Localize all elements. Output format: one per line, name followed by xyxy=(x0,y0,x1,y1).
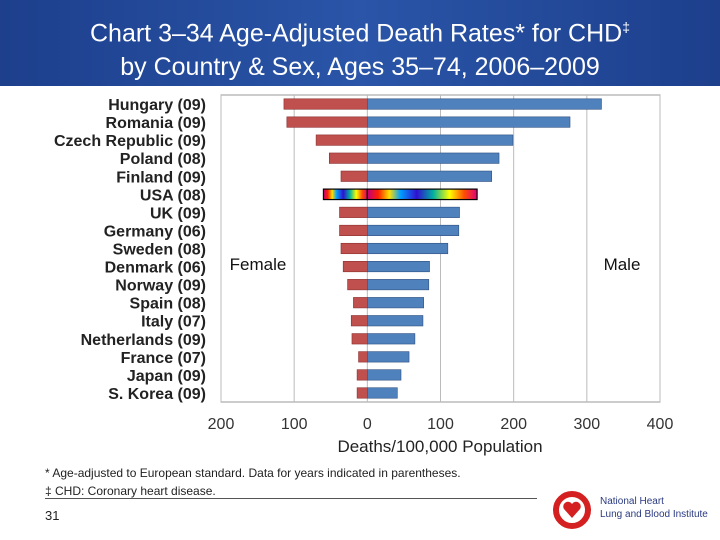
x-axis-label: Deaths/100,000 Population xyxy=(337,437,542,456)
bar-male xyxy=(367,351,410,363)
x-tick-label: 400 xyxy=(647,416,674,433)
title-mark: ‡ xyxy=(622,19,631,35)
x-tick-label: 300 xyxy=(573,416,600,433)
bar-male xyxy=(367,152,500,164)
bar-male xyxy=(367,116,571,128)
bar-female xyxy=(342,261,368,273)
x-tick-label: 200 xyxy=(208,416,235,433)
x-tick-label: 0 xyxy=(363,416,372,433)
title-line-2: by Country & Sex, Ages 35–74, 2006–2009 xyxy=(120,53,600,82)
x-tick-label: 200 xyxy=(500,416,527,433)
chart: Hungary (09)Romania (09)Czech Republic (… xyxy=(54,94,674,456)
bar-female xyxy=(315,134,368,146)
category-label: Italy (07) xyxy=(141,314,206,331)
logo-line-2: Lung and Blood Institute xyxy=(600,509,708,520)
footnote-chd: ‡ CHD: Coronary heart disease. xyxy=(45,484,216,498)
category-label: Finland (09) xyxy=(116,169,206,186)
category-label: UK (09) xyxy=(150,205,206,222)
chart-title: Chart 3–34 Age-Adjusted Death Rates* for… xyxy=(0,10,720,84)
bar-female xyxy=(322,188,368,201)
x-tick-label: 100 xyxy=(281,416,308,433)
category-label: Poland (08) xyxy=(120,151,206,168)
bar-male xyxy=(367,279,430,291)
title-bar xyxy=(0,0,720,86)
bar-female xyxy=(351,333,368,345)
category-label: Germany (06) xyxy=(104,223,206,240)
bar-female xyxy=(350,315,368,327)
bar-male xyxy=(367,242,449,255)
nhlbi-logo: National Heart Lung and Blood Institute xyxy=(552,490,708,530)
category-label: Romania (09) xyxy=(106,115,206,132)
title-line-1: Chart 3–34 Age-Adjusted Death Rates* for… xyxy=(89,19,623,48)
bar-female xyxy=(286,116,368,128)
category-label: Denmark (06) xyxy=(105,260,206,277)
bar-male xyxy=(367,134,514,146)
bar-male xyxy=(367,387,398,399)
category-label: USA (08) xyxy=(140,187,206,204)
category-label: Japan (09) xyxy=(127,368,206,385)
category-label: Sweden (08) xyxy=(113,242,206,259)
bar-female xyxy=(339,224,368,236)
bar-female xyxy=(328,152,368,164)
category-label: Spain (08) xyxy=(130,296,206,313)
bar-male xyxy=(367,333,416,345)
bar-female xyxy=(347,279,368,291)
bar-female xyxy=(356,387,368,399)
bar-male xyxy=(367,297,424,309)
category-label: Netherlands (09) xyxy=(81,332,206,349)
bar-female xyxy=(340,242,368,255)
bar-male xyxy=(367,315,424,327)
legend-male: Male xyxy=(604,255,641,274)
x-tick-label: 100 xyxy=(427,416,454,433)
bar-female xyxy=(356,369,368,381)
bar-female xyxy=(353,297,368,309)
bar-male xyxy=(367,170,493,182)
bar-male xyxy=(367,224,460,236)
bar-male xyxy=(367,261,430,273)
bar-male xyxy=(367,206,460,218)
logo-line-1: National Heart xyxy=(600,496,664,507)
page-number: 31 xyxy=(45,508,60,523)
category-label: Norway (09) xyxy=(115,278,206,295)
bar-female xyxy=(358,351,368,363)
category-label: Czech Republic (09) xyxy=(54,133,206,150)
category-label: Hungary (09) xyxy=(108,97,206,114)
bar-female xyxy=(283,98,368,110)
bar-female xyxy=(340,170,368,182)
bar-male xyxy=(367,98,602,110)
logo-heart-icon xyxy=(553,491,591,529)
bar-male xyxy=(367,369,402,381)
bar-male xyxy=(366,188,478,201)
bar-female xyxy=(339,206,368,218)
legend-female: Female xyxy=(230,255,287,274)
category-label: France (07) xyxy=(121,350,206,367)
footnote-age-adjusted: * Age-adjusted to European standard. Dat… xyxy=(45,466,461,480)
category-label: S. Korea (09) xyxy=(108,386,206,403)
divider xyxy=(45,498,537,499)
